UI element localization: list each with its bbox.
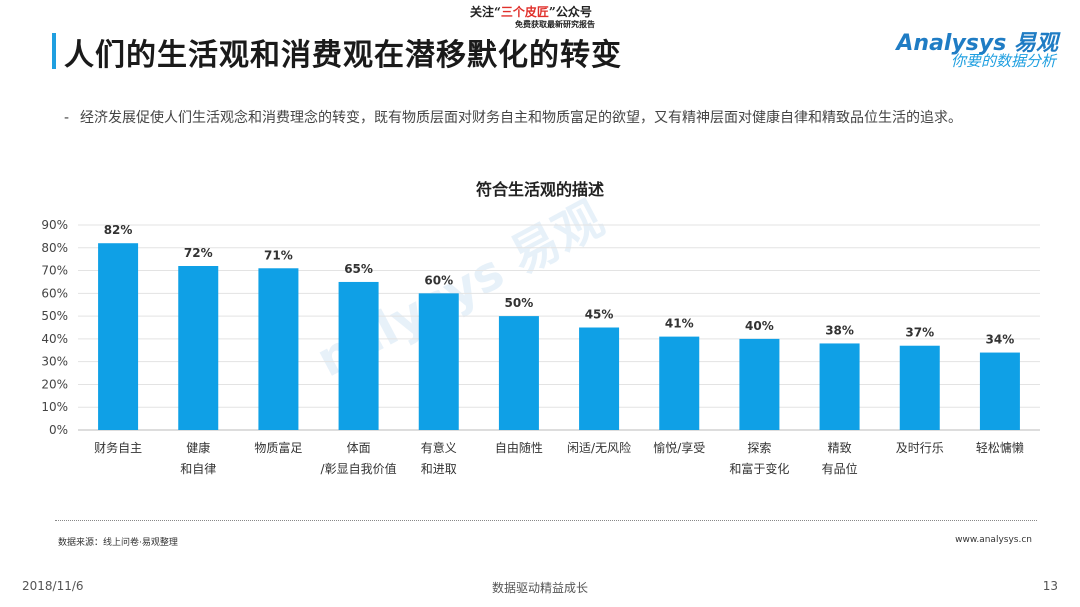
y-tick-label: 70% <box>41 264 68 278</box>
x-tick-label: 有品位 <box>822 461 858 476</box>
footer-slogan: 数据驱动精益成长 <box>491 581 588 595</box>
y-tick-label: 90% <box>41 218 68 232</box>
x-tick-label: 物质富足 <box>254 440 302 455</box>
brand-logo: Analysys 易观 <box>896 31 1058 56</box>
bar <box>178 266 219 430</box>
y-tick-label: 0% <box>49 423 68 437</box>
x-tick-label: 和自律 <box>180 462 216 476</box>
promo-prefix: 关注“ <box>470 5 501 19</box>
x-tick-label: 闲适/无风险 <box>567 440 631 455</box>
footer-divider <box>55 520 1037 521</box>
x-tick-label: 精致 <box>828 441 852 455</box>
x-tick-label: 探索 <box>747 441 771 455</box>
bar <box>979 352 1020 430</box>
x-tick-label: 体面 <box>347 441 371 455</box>
y-tick-label: 30% <box>41 355 68 369</box>
data-label: 40% <box>745 319 774 333</box>
y-tick-label: 50% <box>41 309 68 323</box>
x-tick-label: 有意义 <box>421 440 457 455</box>
data-label: 37% <box>905 326 934 340</box>
x-tick-label: /彰显自我价值 <box>321 461 397 476</box>
data-label: 41% <box>665 317 694 331</box>
x-tick-label: 财务自主 <box>94 440 142 455</box>
website-url: www.analysys.cn <box>955 535 1032 545</box>
bar <box>899 345 940 430</box>
data-label: 45% <box>585 308 614 322</box>
chart-title: 符合生活观的描述 <box>475 180 604 199</box>
x-tick-label: 和富于变化 <box>729 461 789 476</box>
bar <box>418 293 459 430</box>
footer-date: 2018/11/6 <box>22 579 84 593</box>
data-label: 72% <box>184 246 213 260</box>
data-label: 60% <box>424 273 453 287</box>
data-label: 71% <box>264 248 293 262</box>
y-tick-label: 20% <box>41 377 68 391</box>
bullet-dash: - <box>64 110 70 126</box>
y-tick-label: 80% <box>41 241 68 255</box>
data-label: 50% <box>505 296 534 310</box>
data-label: 82% <box>104 223 133 237</box>
x-tick-label: 自由随性 <box>495 440 543 455</box>
bar <box>258 268 299 430</box>
promo-suffix: ”公众号 <box>548 5 592 19</box>
page-number: 13 <box>1042 579 1058 593</box>
x-tick-label: 和进取 <box>421 462 457 476</box>
promo-watermark-line2: 免费获取最新研究报告 <box>515 19 595 29</box>
data-source: 数据来源：线上问卷·易观整理 <box>58 538 178 548</box>
bar <box>819 343 860 430</box>
brand-tagline: 你要的数据分析 <box>950 52 1056 70</box>
x-tick-label: 愉悦/享受 <box>653 440 705 455</box>
bar <box>659 336 700 430</box>
x-tick-label: 轻松慵懒 <box>976 440 1024 455</box>
x-tick-label: 及时行乐 <box>896 441 944 455</box>
promo-highlight: 三个皮匠 <box>500 5 549 19</box>
x-tick-label: 健康 <box>186 440 210 455</box>
y-tick-label: 60% <box>41 286 68 300</box>
bar <box>498 316 539 430</box>
bar <box>739 338 780 430</box>
bar-chart: 0% 10% 20% 30% 40% 50% 60% 70% 80% 90% 82% 财务自主 72% 健… <box>41 218 1040 476</box>
data-label: 65% <box>344 262 373 276</box>
bar <box>579 327 620 430</box>
bar <box>98 243 139 430</box>
title-accent-bar <box>52 33 56 69</box>
bar <box>338 281 379 430</box>
data-label: 38% <box>825 323 854 337</box>
page-title: 人们的生活观和消费观在潜移默化的转变 <box>64 38 622 73</box>
promo-watermark-line1: 关注“三个皮匠”公众号 <box>470 3 592 20</box>
y-tick-label: 40% <box>41 332 68 346</box>
summary-text: 经济发展促使人们生活观念和消费理念的转变，既有物质层面对财务自主和物质富足的欲望… <box>80 110 962 126</box>
y-tick-label: 10% <box>41 400 68 414</box>
summary-bullet: - 经济发展促使人们生活观念和消费理念的转变，既有物质层面对财务自主和物质富足的… <box>64 108 1044 129</box>
data-label: 34% <box>986 333 1015 347</box>
